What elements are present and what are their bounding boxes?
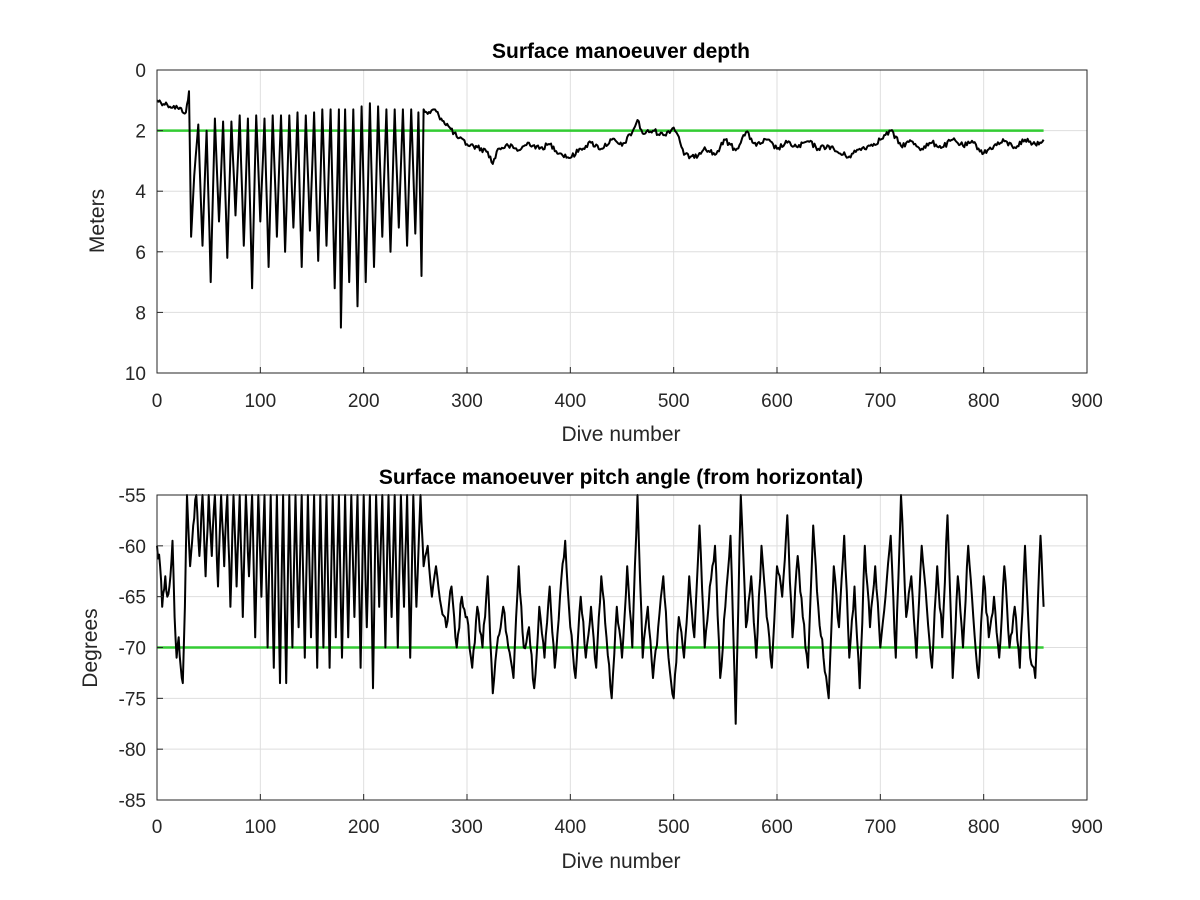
depth-x-tick-label: 400 — [554, 391, 586, 412]
pitch-x-tick-label: 200 — [348, 817, 380, 838]
depth-chart: Surface manoeuver depth 0 100 200 300 400 500… — [86, 40, 1103, 446]
depth-x-tick-label: 300 — [451, 391, 483, 412]
depth-y-tick-label: 0 — [135, 61, 146, 82]
depth-x-tick-label: 0 — [152, 391, 163, 412]
depth-y-ticks: 0 2 4 6 8 10 — [125, 61, 163, 385]
depth-x-axis-label: Dive number — [561, 423, 680, 446]
depth-x-tick-label: 100 — [244, 391, 276, 412]
depth-x-tick-label: 800 — [968, 391, 1000, 412]
pitch-x-tick-label: 100 — [244, 817, 276, 838]
depth-y-tick-label: 8 — [135, 303, 146, 324]
pitch-y-tick-label: -60 — [119, 537, 146, 558]
depth-x-tick-label: 700 — [864, 391, 896, 412]
depth-x-tick-label: 900 — [1071, 391, 1103, 412]
pitch-x-tick-label: 700 — [864, 817, 896, 838]
depth-x-ticks: 0 100 200 300 400 500 600 700 800 900 — [152, 367, 1103, 412]
pitch-x-ticks: 0 100 200 300 400 500 600 700 800 900 — [152, 794, 1103, 838]
depth-y-tick-label: 4 — [135, 182, 146, 203]
depth-x-tick-label: 200 — [348, 391, 380, 412]
pitch-x-tick-label: 300 — [451, 817, 483, 838]
pitch-y-tick-label: -55 — [119, 486, 146, 507]
pitch-chart: Surface manoeuver pitch angle (from hori… — [79, 466, 1103, 873]
depth-x-tick-label: 600 — [761, 391, 793, 412]
depth-y-tick-label: 6 — [135, 243, 146, 264]
pitch-x-axis-label: Dive number — [561, 850, 680, 873]
depth-y-tick-label: 10 — [125, 364, 146, 385]
pitch-chart-title: Surface manoeuver pitch angle (from hori… — [379, 466, 863, 489]
depth-series — [156, 90, 1045, 329]
pitch-y-axis-label: Degrees — [79, 608, 102, 687]
depth-y-tick-label: 2 — [135, 122, 146, 143]
pitch-x-tick-label: 0 — [152, 817, 163, 838]
pitch-series-line — [156, 494, 1045, 725]
pitch-y-tick-label: -80 — [119, 740, 146, 761]
pitch-y-tick-label: -70 — [119, 639, 146, 660]
depth-chart-title: Surface manoeuver depth — [492, 40, 750, 63]
depth-y-axis-label: Meters — [86, 189, 109, 253]
pitch-series — [156, 494, 1045, 725]
depth-plot-frame — [156, 69, 1088, 374]
pitch-x-tick-label: 900 — [1071, 817, 1103, 838]
pitch-y-tick-label: -85 — [119, 791, 146, 812]
pitch-x-tick-label: 600 — [761, 817, 793, 838]
pitch-x-tick-label: 800 — [968, 817, 1000, 838]
pitch-y-tick-label: -65 — [119, 588, 146, 609]
pitch-y-tick-label: -75 — [119, 689, 146, 710]
depth-x-tick-label: 500 — [658, 391, 690, 412]
pitch-x-tick-label: 400 — [554, 817, 586, 838]
depth-plot-area — [157, 70, 1087, 373]
depth-series-line — [156, 90, 1045, 329]
pitch-x-tick-label: 500 — [658, 817, 690, 838]
pitch-y-ticks: -55 -60 -65 -70 -75 -80 -85 — [119, 486, 163, 812]
